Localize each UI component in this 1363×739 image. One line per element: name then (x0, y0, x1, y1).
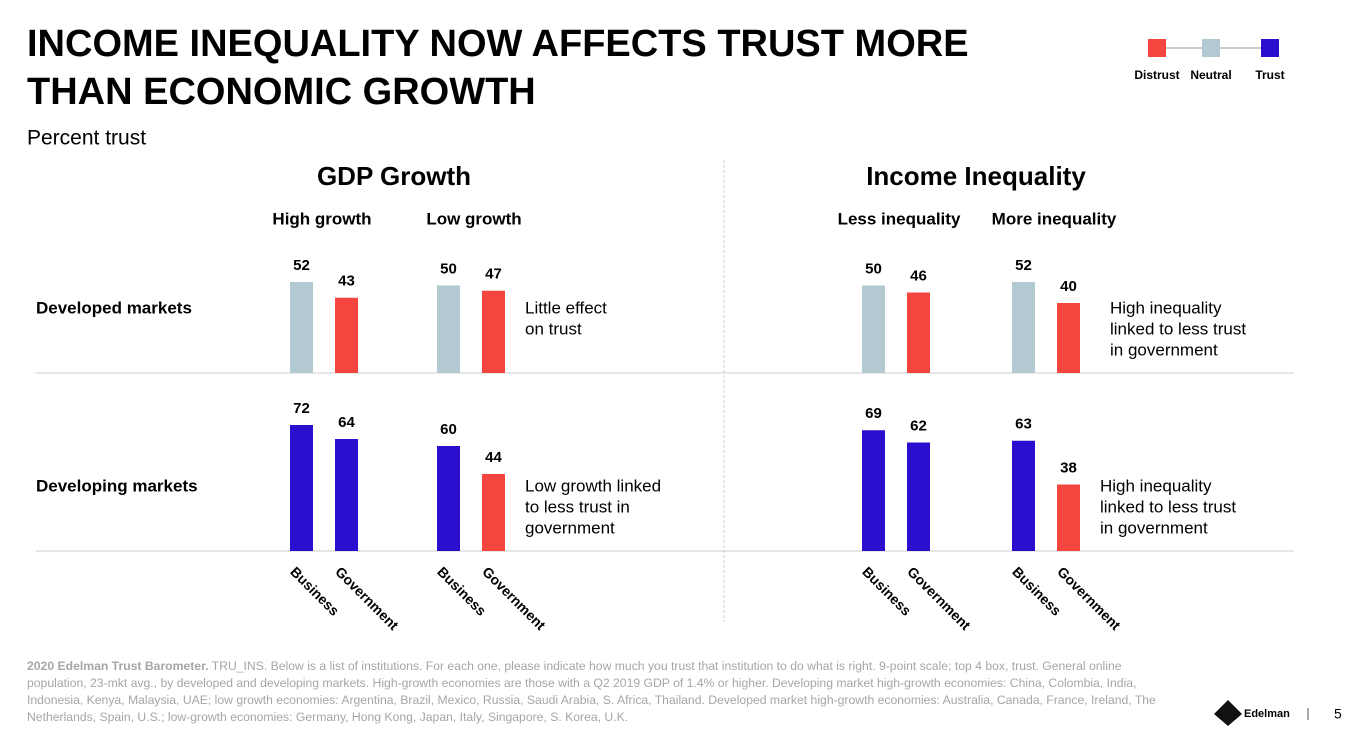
value-label: 72 (293, 400, 310, 417)
bar (907, 442, 930, 551)
annotation: Little effect (525, 298, 607, 317)
legend-swatch (1148, 39, 1166, 57)
footnote-text: TRU_INS. Below is a list of institutions… (27, 659, 1156, 724)
title-line: INCOME INEQUALITY NOW AFFECTS TRUST MORE (27, 23, 969, 65)
value-label: 50 (440, 260, 457, 277)
bar (862, 430, 885, 551)
annotation: High inequality (1100, 476, 1212, 495)
bar (335, 297, 358, 373)
category-label: Government (1054, 563, 1124, 633)
row-label: Developing markets (36, 476, 198, 495)
bar (290, 282, 313, 373)
annotation: government (525, 518, 615, 537)
chart-title: GDP Growth (317, 161, 471, 191)
value-label: 62 (910, 417, 927, 434)
bar (1057, 303, 1080, 373)
footnote-source: 2020 Edelman Trust Barometer. (27, 659, 209, 673)
legend-label: Distrust (1134, 68, 1179, 82)
logo: Edelman (1244, 708, 1290, 720)
bar (907, 292, 930, 373)
legend-swatch (1202, 39, 1220, 57)
value-label: 69 (865, 405, 882, 422)
bar (335, 439, 358, 551)
value-label: 60 (440, 421, 457, 438)
bar (1012, 440, 1035, 551)
legend-label: Neutral (1190, 68, 1231, 82)
title-line: THAN ECONOMIC GROWTH (27, 71, 536, 113)
category-label: Government (479, 563, 549, 633)
logo-mark (1214, 700, 1242, 726)
annotation: linked to less trust (1110, 319, 1246, 338)
value-label: 52 (293, 257, 310, 274)
value-label: 43 (338, 273, 355, 290)
group-label: Low growth (426, 209, 521, 228)
row-label: Developed markets (36, 298, 192, 317)
bar (482, 290, 505, 373)
value-label: 50 (865, 260, 882, 277)
bar (862, 285, 885, 373)
category-label: Government (904, 563, 974, 633)
annotation: to less trust in (525, 497, 630, 516)
legend-swatch (1261, 39, 1279, 57)
annotation: on trust (525, 319, 582, 338)
annotation: High inequality (1110, 298, 1222, 317)
bar (437, 446, 460, 551)
category-label: Government (332, 563, 402, 633)
subtitle: Percent trust (27, 127, 146, 150)
value-label: 40 (1060, 278, 1077, 295)
legend-label: Trust (1255, 68, 1284, 82)
bar (290, 425, 313, 551)
chart-title: Income Inequality (866, 161, 1086, 191)
bar (437, 285, 460, 373)
value-label: 47 (485, 266, 502, 283)
annotation: in government (1100, 518, 1208, 537)
value-label: 64 (338, 414, 355, 431)
value-label: 44 (485, 449, 502, 466)
annotation: linked to less trust (1100, 497, 1236, 516)
value-label: 52 (1015, 257, 1032, 274)
annotation: Low growth linked (525, 476, 661, 495)
group-label: High growth (272, 209, 371, 228)
annotation: in government (1110, 340, 1218, 359)
value-label: 46 (910, 267, 927, 284)
value-label: 38 (1060, 459, 1077, 476)
footnote: 2020 Edelman Trust Barometer. TRU_INS. B… (27, 658, 1167, 726)
value-label: 63 (1015, 416, 1032, 433)
group-label: Less inequality (838, 209, 961, 228)
bar (482, 474, 505, 551)
page-number: 5 (1334, 706, 1342, 722)
bar (1012, 282, 1035, 373)
bar (1057, 484, 1080, 551)
group-label: More inequality (992, 209, 1117, 228)
